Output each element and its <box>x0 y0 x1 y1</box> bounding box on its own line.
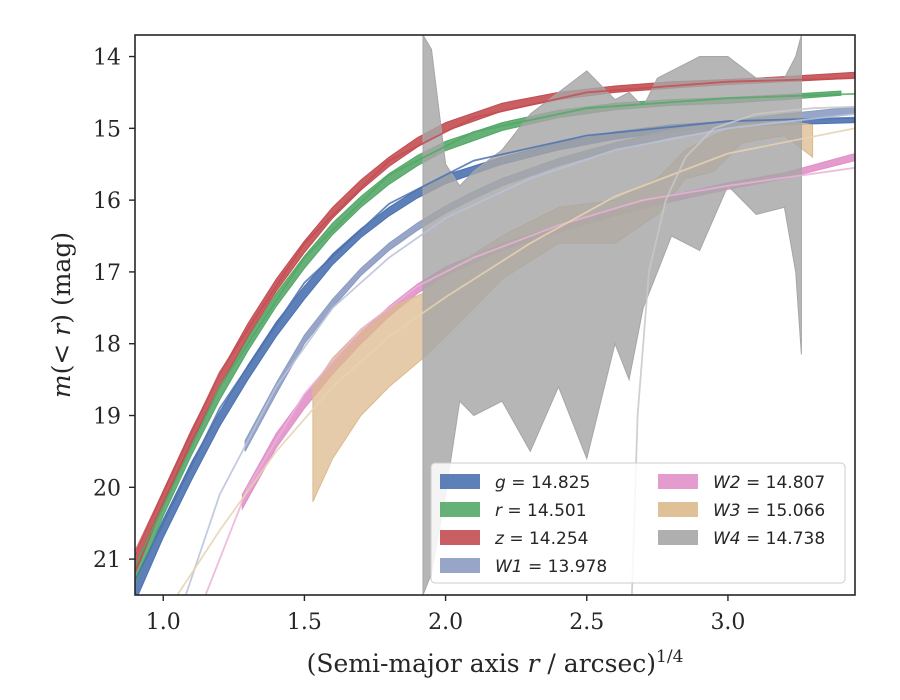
y-axis-title: m(< r) (mag) <box>47 232 76 398</box>
x-axis-title-main: (Semi-major axis <box>307 649 528 678</box>
y-tick-label: 21 <box>93 548 121 573</box>
fit-line-g-fit <box>135 116 855 581</box>
y-tick-label: 16 <box>93 189 121 214</box>
band-layer <box>135 35 855 595</box>
band-W4 <box>422 35 802 595</box>
x-tick-label: 2.5 <box>569 610 604 635</box>
plot-frame <box>134 34 856 596</box>
x-axis-title: (Semi-major axis r / arcsec)1/4 <box>307 647 684 678</box>
legend-swatch-W2 <box>658 474 698 489</box>
y-axis-title-args: (< <box>47 336 76 375</box>
x-tick-label: 2.0 <box>428 610 463 635</box>
x-tick-label: 1.0 <box>146 610 181 635</box>
y-axis-title-tail: ) (mag) <box>47 232 76 324</box>
legend-label-z: z = 14.254 <box>494 529 588 549</box>
legend-label-W4: W4 = 14.738 <box>713 529 825 549</box>
x-tick-label: 3.0 <box>710 610 745 635</box>
y-tick-label: 15 <box>93 117 121 142</box>
fit-line-W1-fit <box>184 113 855 595</box>
y-tick-label: 14 <box>93 46 121 71</box>
legend-swatch-z <box>440 530 480 545</box>
fit-line-W3-fit <box>176 127 855 595</box>
legend-label-W2: W2 = 14.807 <box>713 473 825 493</box>
fit-line-z-fit <box>135 77 855 553</box>
x-axis-title-exponent: 1/4 <box>656 647 683 667</box>
y-axis-title-var: r <box>47 322 76 336</box>
y-tick-label: 19 <box>93 405 121 430</box>
legend-label-g: g = 14.825 <box>495 473 590 493</box>
fit-line-layer <box>135 77 855 595</box>
x-axis-title-unit: / arcsec) <box>539 649 656 678</box>
legend-label-W3: W3 = 15.066 <box>713 501 825 521</box>
y-tick-label: 18 <box>93 333 121 358</box>
y-axis-title-main: m <box>47 374 76 398</box>
fit-line-W4-fit <box>631 105 855 595</box>
band-W1 <box>244 106 855 452</box>
x-axis-title-var: r <box>528 649 542 678</box>
fit-line-W2-fit <box>204 166 855 595</box>
band-z <box>135 71 855 574</box>
legend-swatch-W1 <box>440 558 480 573</box>
legend-swatch-g <box>440 474 480 489</box>
legend-label-r: r = 14.501 <box>495 501 587 521</box>
legend-label-W1: W1 = 13.978 <box>495 557 607 577</box>
legend-box <box>430 462 846 584</box>
legend: g = 14.825 r = 14.501 z = 14.254 W1 = 13.97… <box>430 462 846 584</box>
band-r <box>135 90 842 585</box>
legend-swatch-W3 <box>658 502 698 517</box>
x-axis: 1.0 1.5 2.0 2.5 3.0 <box>146 595 745 635</box>
y-tick-label: 17 <box>93 261 121 286</box>
legend-swatch-r <box>440 502 480 517</box>
x-tick-label: 1.5 <box>287 610 322 635</box>
y-axis: 14 15 16 17 18 19 20 21 <box>93 46 135 573</box>
legend-swatch-W4 <box>658 530 698 545</box>
fit-line-r-fit <box>135 93 855 567</box>
y-tick-label: 20 <box>93 476 121 501</box>
